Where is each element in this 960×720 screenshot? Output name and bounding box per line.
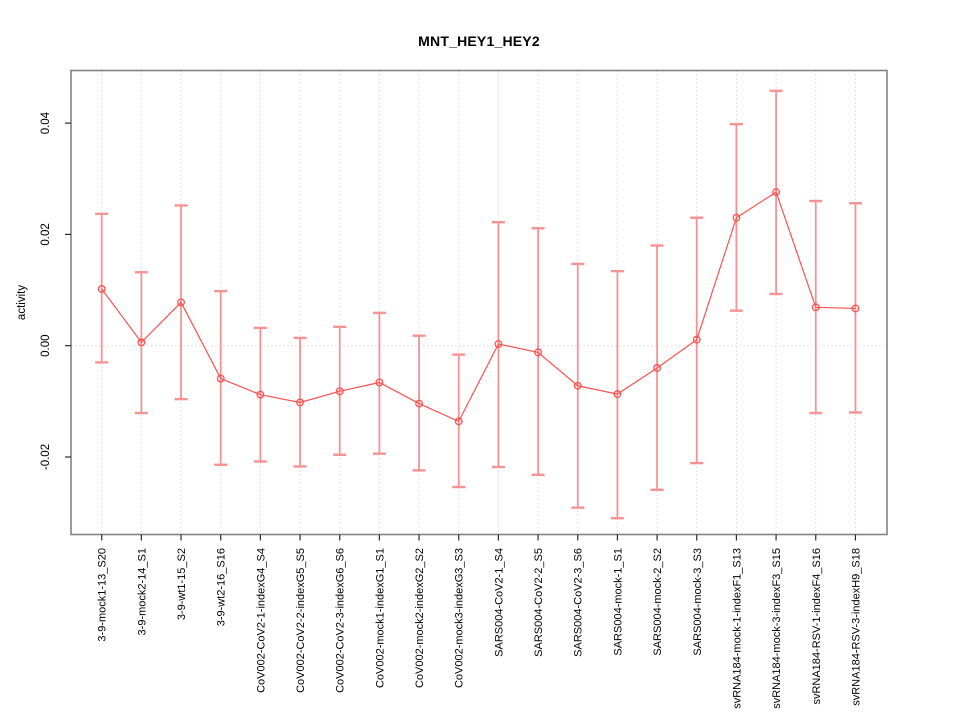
data-point [772, 188, 781, 197]
data-point [296, 398, 304, 407]
x-tick-label: 3-9-wt1-15_S2 [176, 548, 188, 620]
x-tick-label: svRNA184-RSV-1-indexF4_S16 [811, 548, 823, 705]
x-tick-label: SARS004-CoV2-1_S4 [493, 548, 505, 657]
data-point [692, 335, 701, 344]
data-point [653, 364, 662, 372]
y-axis-label: activity [16, 285, 28, 320]
x-tick-label: SARS004-CoV2-3_S6 [573, 548, 585, 657]
data-point [613, 390, 622, 399]
x-tick-label: svRNA184-mock-1-indexF1_S13 [731, 548, 743, 709]
chart-title: MNT_HEY1_HEY2 [418, 33, 540, 49]
plot-border [70, 69, 888, 536]
x-tick-label: 3-9-mock2-14_S1 [136, 548, 148, 635]
data-point [335, 387, 344, 396]
data-point [494, 340, 503, 348]
x-tick-label: SARS004-mock-3_S3 [692, 548, 704, 656]
y-tick-label: -0.02 [40, 444, 52, 470]
data-point [732, 213, 741, 222]
data-point [375, 378, 384, 387]
x-tick-label: CoV002-CoV2-1-indexG4_S4 [255, 548, 267, 693]
x-tick-label: SARS004-CoV2-2_S5 [533, 548, 545, 657]
x-tick-label: CoV002-mock3-indexG3_S3 [454, 548, 466, 688]
data-point [216, 374, 225, 383]
x-tick-label: CoV002-CoV2-3-indexG6_S6 [335, 548, 347, 693]
x-tick-label: SARS004-mock-2_S2 [652, 548, 664, 656]
data-point [256, 390, 265, 399]
x-tick-label: SARS004-mock-1_S1 [612, 548, 624, 656]
x-tick-label: CoV002-mock2-indexG2_S2 [414, 548, 426, 688]
x-tick-label: svRNA184-mock-3-indexF3_S15 [771, 548, 783, 709]
x-tick-label: 3-9-wt2-16_S16 [216, 548, 228, 626]
data-point [97, 284, 106, 293]
x-tick-label: 3-9-mock1-13_S20 [97, 548, 109, 642]
y-tick-label: 0.00 [40, 335, 52, 357]
y-tick-label: 0.02 [40, 223, 52, 245]
y-tick-label: 0.04 [40, 111, 52, 134]
data-point [137, 338, 146, 347]
data-point [573, 381, 582, 390]
x-tick-label: CoV002-mock1-indexG1_S1 [374, 548, 386, 688]
series-line [101, 191, 856, 423]
data-point [177, 298, 185, 307]
x-tick-label: CoV002-CoV2-2-indexG5_S5 [295, 548, 307, 693]
data-point [454, 417, 463, 426]
data-point [415, 399, 424, 408]
data-point [851, 304, 860, 313]
x-tick-label: svRNA184-RSV-3-indexH9_S18 [850, 548, 862, 706]
data-point [811, 303, 820, 312]
data-point [534, 348, 543, 357]
